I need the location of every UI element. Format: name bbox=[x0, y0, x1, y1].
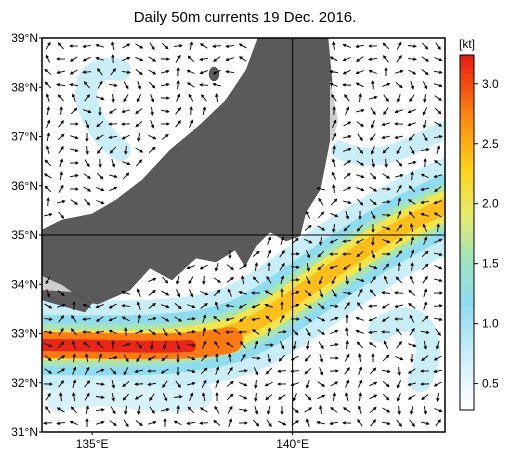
current-arrow bbox=[44, 423, 52, 424]
lat-label: 33°N bbox=[11, 327, 38, 341]
current-arrow bbox=[343, 85, 351, 86]
colorbar-label: 1.5 bbox=[482, 257, 499, 271]
lat-label: 34°N bbox=[11, 277, 38, 291]
current-arrow bbox=[412, 354, 413, 362]
colorbar-label: 1.0 bbox=[482, 317, 499, 331]
current-arrow bbox=[412, 172, 413, 180]
lat-label: 36°N bbox=[11, 179, 38, 193]
current-arrow bbox=[382, 215, 390, 216]
map-title: Daily 50m currents 19 Dec. 2016. bbox=[134, 9, 357, 26]
colorbar-label: 2.0 bbox=[482, 197, 499, 211]
current-arrow bbox=[178, 81, 179, 89]
lon-label: 140°E bbox=[276, 437, 309, 451]
colorbar-unit: [kt] bbox=[459, 37, 475, 51]
current-arrow bbox=[395, 293, 403, 294]
colorbar-label: 3.0 bbox=[482, 77, 499, 91]
current-arrow bbox=[239, 332, 247, 333]
colorbar-label: 2.5 bbox=[482, 137, 499, 151]
lat-label: 31°N bbox=[11, 425, 38, 439]
lat-label: 32°N bbox=[11, 376, 38, 390]
current-arrow bbox=[200, 85, 208, 86]
lat-label: 35°N bbox=[11, 228, 38, 242]
current-arrow bbox=[434, 306, 442, 307]
current-arrow bbox=[48, 198, 49, 206]
lon-label: 135°E bbox=[76, 437, 109, 451]
current-arrow bbox=[191, 107, 192, 115]
lat-label: 37°N bbox=[11, 130, 38, 144]
colorbar-label: 0.5 bbox=[482, 377, 499, 391]
current-arrow bbox=[135, 384, 143, 385]
lat-label: 38°N bbox=[11, 80, 38, 94]
current-arrow bbox=[204, 276, 205, 284]
current-arrow bbox=[399, 263, 400, 271]
lat-label: 39°N bbox=[11, 31, 38, 45]
colorbar-scale bbox=[460, 55, 474, 410]
colorbar: [kt] 0.5 1.0 1.5 2.0 2.5 3.0 bbox=[459, 37, 499, 410]
